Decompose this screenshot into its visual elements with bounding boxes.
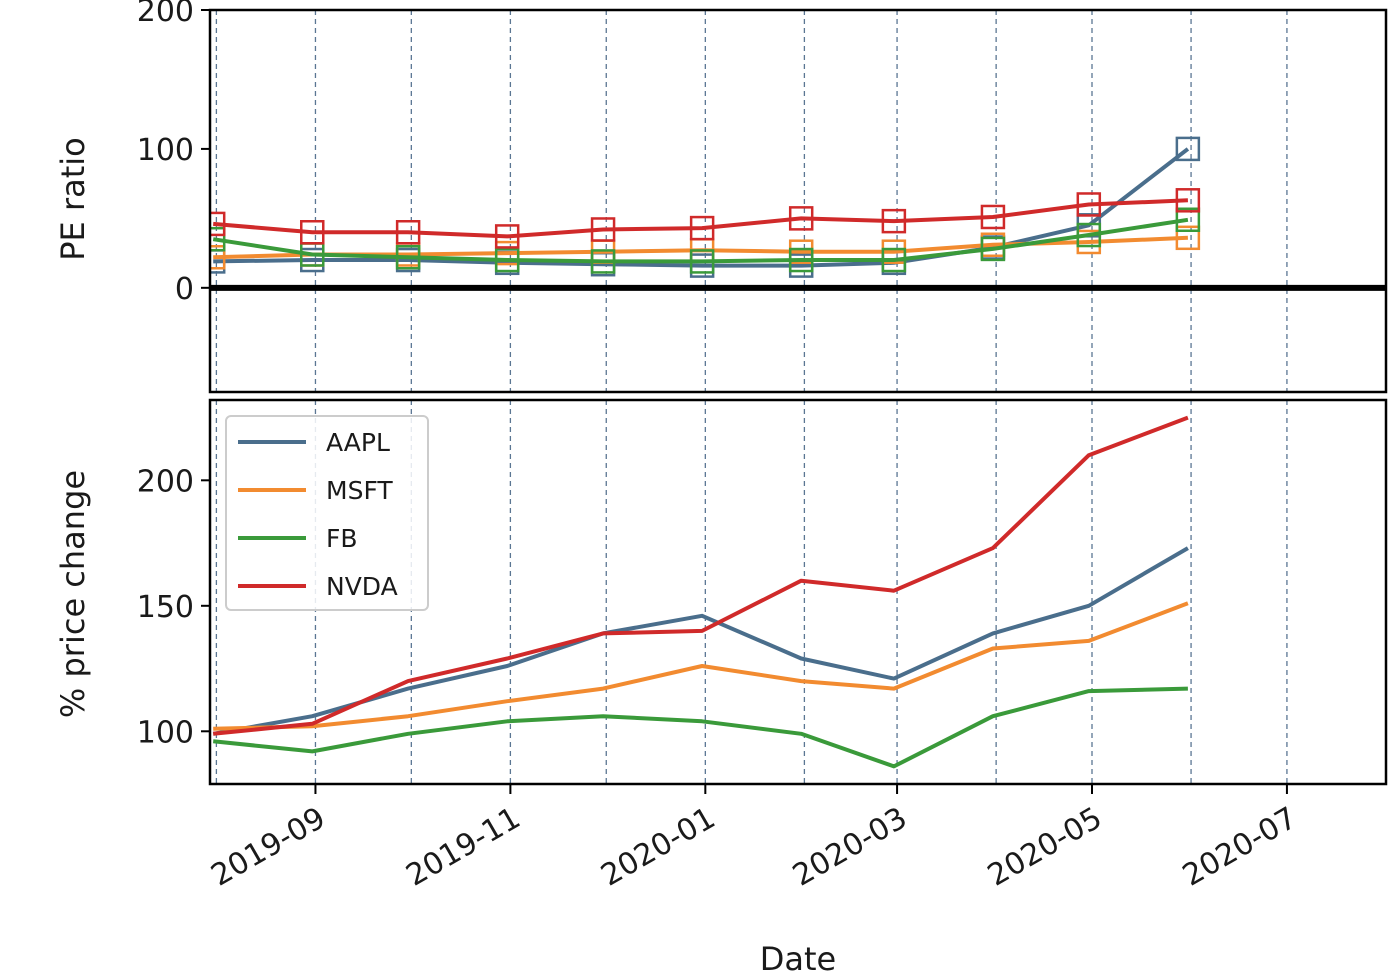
data-point-msft <box>1175 225 1201 251</box>
data-point-msft <box>210 245 226 270</box>
series-line-nvda <box>213 198 1188 239</box>
legend-label-nvda: NVDA <box>326 572 398 601</box>
data-point-fb <box>395 245 421 270</box>
legend-label-msft: MSFT <box>326 476 393 505</box>
series-line-aapl <box>212 546 1189 736</box>
data-point-fb <box>881 247 907 273</box>
legend-label-aapl: AAPL <box>326 428 390 457</box>
y-tick-label: 200 <box>137 0 194 29</box>
y-tick-label: 0 <box>175 272 194 307</box>
x-tick-label: 2020-07 <box>1177 801 1303 894</box>
data-point-nvda <box>1175 188 1201 213</box>
x-tick-label: 2019-11 <box>400 801 526 894</box>
legend-label-fb: FB <box>326 524 358 553</box>
data-point-fb <box>788 247 814 273</box>
x-tick-label: 2019-09 <box>205 801 331 894</box>
plot-frame <box>208 8 1388 394</box>
data-point-fb <box>590 249 616 274</box>
data-point-fb <box>1076 222 1102 248</box>
data-point-fb <box>1175 207 1201 233</box>
data-point-nvda <box>689 215 715 241</box>
date-axis-label: Date <box>760 940 836 978</box>
x-tick-label: 2020-05 <box>982 801 1108 894</box>
series-line-fb <box>212 217 1189 264</box>
plot-area <box>210 10 1386 392</box>
data-point-nvda <box>210 211 226 237</box>
data-point-nvda <box>1076 192 1102 217</box>
price-change-axis-label: % price change <box>54 470 92 718</box>
data-point-nvda <box>395 220 421 245</box>
data-point-nvda <box>980 204 1006 230</box>
data-point-nvda <box>788 206 814 231</box>
y-tick-label: 150 <box>137 590 194 625</box>
series-line-fb <box>212 686 1188 769</box>
plot-frame <box>208 398 1388 786</box>
series-line-aapl <box>213 147 1190 268</box>
data-point-fb <box>980 236 1006 262</box>
x-tick-label: 2020-03 <box>787 801 913 894</box>
x-tick-label: 2020-01 <box>595 801 721 894</box>
pe-ratio-axis-label: PE ratio <box>54 137 92 260</box>
data-point-nvda <box>881 208 907 234</box>
data-point-nvda <box>300 220 325 245</box>
y-tick-label: 100 <box>137 133 194 168</box>
series-line-nvda <box>212 415 1189 736</box>
legend: AAPL MSFT FB NVDA <box>225 415 429 611</box>
y-tick-label: 200 <box>137 464 194 499</box>
data-point-fb <box>210 226 226 252</box>
legend-box <box>225 415 429 611</box>
data-point-nvda <box>590 217 616 242</box>
data-point-fb <box>689 249 715 274</box>
series-line-msft <box>213 601 1189 731</box>
pe-ratio-panel: 0 100 200 <box>137 0 1388 394</box>
data-point-aapl <box>1175 136 1201 162</box>
data-point-fb <box>494 247 520 273</box>
data-point-nvda <box>494 224 520 249</box>
y-tick-label: 100 <box>137 715 194 750</box>
